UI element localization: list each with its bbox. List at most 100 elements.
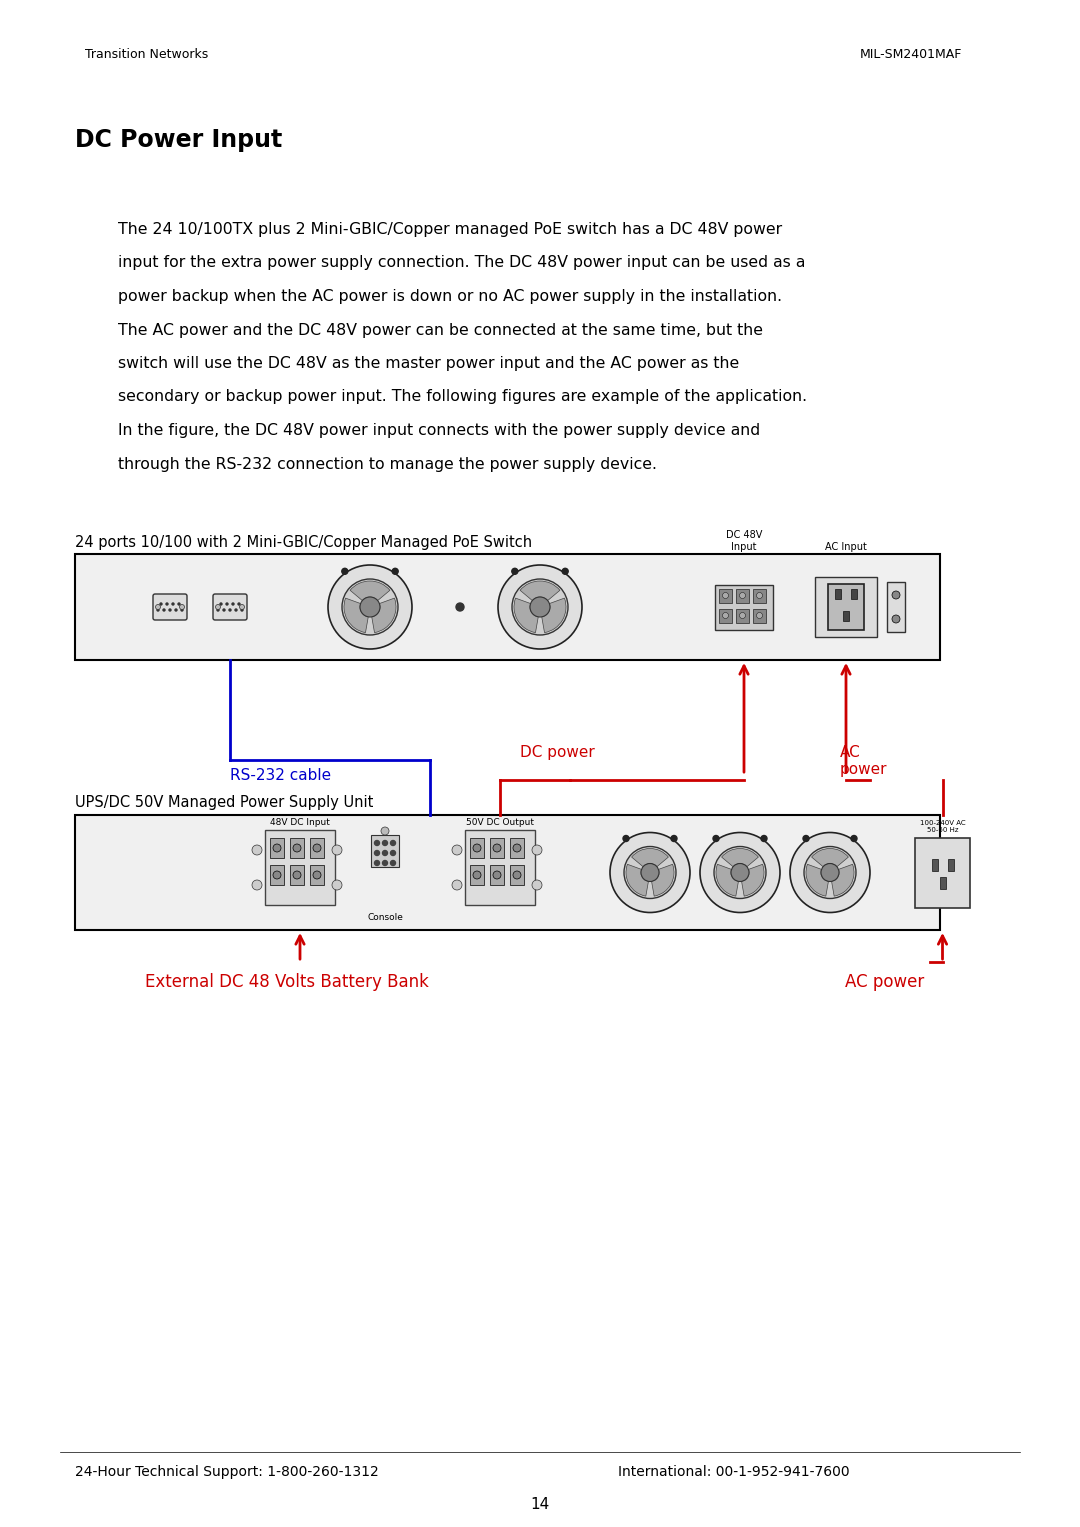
Text: Transition Networks: Transition Networks bbox=[85, 47, 208, 61]
Circle shape bbox=[341, 568, 348, 574]
Bar bbox=[465, 831, 535, 906]
Circle shape bbox=[332, 844, 342, 855]
Text: 48V DC Input: 48V DC Input bbox=[270, 818, 329, 828]
Circle shape bbox=[360, 597, 380, 617]
Circle shape bbox=[804, 846, 856, 898]
Bar bbox=[510, 838, 524, 858]
Text: power backup when the AC power is down or no AC power supply in the installation: power backup when the AC power is down o… bbox=[118, 289, 782, 304]
Circle shape bbox=[172, 603, 174, 605]
Bar bbox=[887, 582, 905, 632]
Text: 14: 14 bbox=[530, 1496, 550, 1512]
Circle shape bbox=[391, 851, 395, 855]
Circle shape bbox=[761, 835, 767, 841]
Circle shape bbox=[392, 568, 399, 574]
Text: switch will use the DC 48V as the master power input and the AC power as the: switch will use the DC 48V as the master… bbox=[118, 356, 739, 371]
Circle shape bbox=[342, 579, 399, 635]
Bar bbox=[835, 589, 841, 599]
Circle shape bbox=[273, 844, 281, 852]
Circle shape bbox=[238, 603, 240, 605]
Circle shape bbox=[232, 603, 234, 605]
Wedge shape bbox=[716, 864, 739, 896]
Bar bbox=[915, 837, 970, 907]
Bar bbox=[828, 583, 864, 631]
Circle shape bbox=[252, 844, 262, 855]
Circle shape bbox=[313, 870, 321, 880]
Circle shape bbox=[740, 592, 745, 599]
Bar bbox=[851, 589, 858, 599]
Wedge shape bbox=[350, 580, 390, 600]
Bar bbox=[735, 608, 750, 623]
Circle shape bbox=[713, 835, 719, 841]
Circle shape bbox=[226, 603, 228, 605]
Wedge shape bbox=[811, 849, 849, 867]
Circle shape bbox=[241, 609, 243, 611]
Circle shape bbox=[382, 840, 388, 846]
Circle shape bbox=[160, 603, 162, 605]
Text: input for the extra power supply connection. The DC 48V power input can be used : input for the extra power supply connect… bbox=[118, 255, 806, 270]
Circle shape bbox=[293, 870, 301, 880]
Circle shape bbox=[624, 846, 676, 898]
Circle shape bbox=[473, 870, 481, 880]
Circle shape bbox=[723, 612, 729, 618]
Bar bbox=[719, 608, 732, 623]
Circle shape bbox=[530, 597, 550, 617]
Circle shape bbox=[453, 844, 462, 855]
Wedge shape bbox=[521, 580, 559, 600]
Circle shape bbox=[473, 844, 481, 852]
Text: UPS/DC 50V Managed Power Supply Unit: UPS/DC 50V Managed Power Supply Unit bbox=[75, 796, 374, 809]
Circle shape bbox=[821, 863, 839, 881]
Text: 100-240V AC
50-60 Hz: 100-240V AC 50-60 Hz bbox=[920, 820, 966, 834]
Circle shape bbox=[382, 851, 388, 855]
Wedge shape bbox=[514, 599, 538, 632]
Circle shape bbox=[892, 615, 900, 623]
Bar bbox=[719, 588, 732, 603]
Circle shape bbox=[391, 861, 395, 866]
Bar bbox=[815, 577, 877, 637]
Circle shape bbox=[273, 870, 281, 880]
Bar bbox=[510, 864, 524, 886]
Bar bbox=[931, 858, 937, 870]
Text: 50V DC Output: 50V DC Output bbox=[465, 818, 534, 828]
Circle shape bbox=[723, 592, 729, 599]
Text: through the RS-232 connection to manage the power supply device.: through the RS-232 connection to manage … bbox=[118, 457, 657, 472]
Circle shape bbox=[181, 609, 183, 611]
Circle shape bbox=[175, 609, 177, 611]
Text: The AC power and the DC 48V power can be connected at the same time, but the: The AC power and the DC 48V power can be… bbox=[118, 322, 762, 337]
Wedge shape bbox=[632, 849, 669, 867]
Bar bbox=[75, 815, 940, 930]
Circle shape bbox=[332, 880, 342, 890]
FancyBboxPatch shape bbox=[213, 594, 247, 620]
Bar bbox=[753, 588, 766, 603]
Circle shape bbox=[563, 568, 568, 574]
Circle shape bbox=[163, 609, 165, 611]
Circle shape bbox=[498, 565, 582, 649]
Circle shape bbox=[492, 870, 501, 880]
Circle shape bbox=[375, 861, 379, 866]
Circle shape bbox=[610, 832, 690, 913]
Circle shape bbox=[756, 592, 762, 599]
Wedge shape bbox=[721, 849, 758, 867]
Wedge shape bbox=[626, 864, 648, 896]
Circle shape bbox=[492, 844, 501, 852]
Circle shape bbox=[456, 603, 464, 611]
Bar bbox=[310, 864, 324, 886]
Wedge shape bbox=[372, 599, 396, 632]
Circle shape bbox=[157, 609, 159, 611]
Circle shape bbox=[740, 612, 745, 618]
Circle shape bbox=[216, 605, 220, 609]
FancyBboxPatch shape bbox=[153, 594, 187, 620]
Circle shape bbox=[313, 844, 321, 852]
Text: External DC 48 Volts Battery Bank: External DC 48 Volts Battery Bank bbox=[145, 973, 429, 991]
Circle shape bbox=[382, 861, 388, 866]
Text: The 24 10/100TX plus 2 Mini-GBIC/Copper managed PoE switch has a DC 48V power: The 24 10/100TX plus 2 Mini-GBIC/Copper … bbox=[118, 221, 782, 237]
Circle shape bbox=[851, 835, 858, 841]
Bar bbox=[75, 554, 940, 660]
Bar bbox=[490, 864, 504, 886]
Circle shape bbox=[220, 603, 222, 605]
Circle shape bbox=[235, 609, 237, 611]
Text: Console: Console bbox=[367, 913, 403, 922]
Circle shape bbox=[513, 870, 521, 880]
Bar bbox=[470, 838, 484, 858]
Circle shape bbox=[642, 863, 659, 881]
Circle shape bbox=[240, 605, 244, 609]
